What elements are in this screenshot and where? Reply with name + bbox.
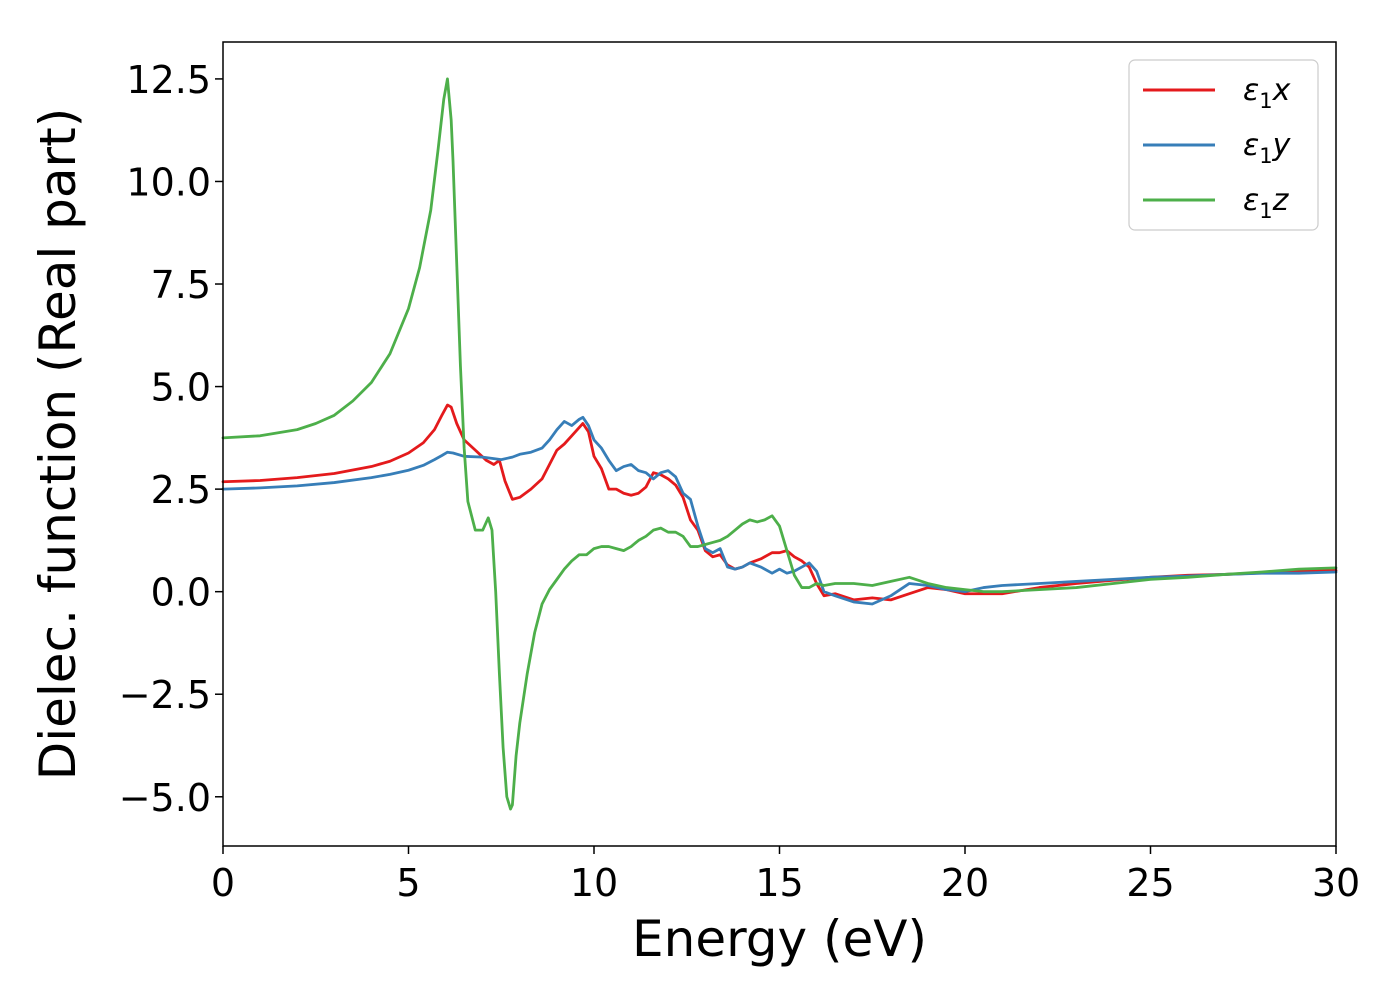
x-tick-label: 10 [570,861,618,905]
y-tick-label: −5.0 [119,776,211,820]
legend: ε1x ε1y ε1z [1128,59,1319,231]
series-line-z [221,77,1338,811]
legend-label-z: ε1z [1243,183,1290,223]
x-tick-label: 5 [396,861,420,905]
x-axis-ticks: 0 5 10 15 20 25 30 [211,846,1360,905]
series-line-y [221,415,1338,606]
series-layer [221,77,1338,811]
x-tick-label: 15 [755,861,803,905]
y-tick-label: 0.0 [151,571,211,615]
legend-box [1128,59,1319,231]
x-tick-label: 25 [1126,861,1174,905]
y-tick-label: 12.5 [126,58,211,102]
y-tick-label: 5.0 [151,366,211,410]
y-tick-label: 10.0 [126,160,211,204]
series-line-x [221,403,1338,602]
legend-label-x: ε1x [1243,73,1291,113]
x-axis-title: Energy (eV) [632,910,927,968]
y-tick-label: 2.5 [151,468,211,512]
x-tick-label: 20 [941,861,989,905]
x-tick-label: 30 [1312,861,1360,905]
x-tick-label: 0 [211,861,235,905]
y-axis-ticks: −5.0 −2.5 0.0 2.5 5.0 7.5 10.0 12.5 [119,58,223,820]
legend-label-y: ε1y [1243,128,1292,168]
y-axis-title: Dielec. function (Real part) [29,108,87,780]
y-tick-label: −2.5 [119,673,211,717]
y-tick-label: 7.5 [151,263,211,307]
